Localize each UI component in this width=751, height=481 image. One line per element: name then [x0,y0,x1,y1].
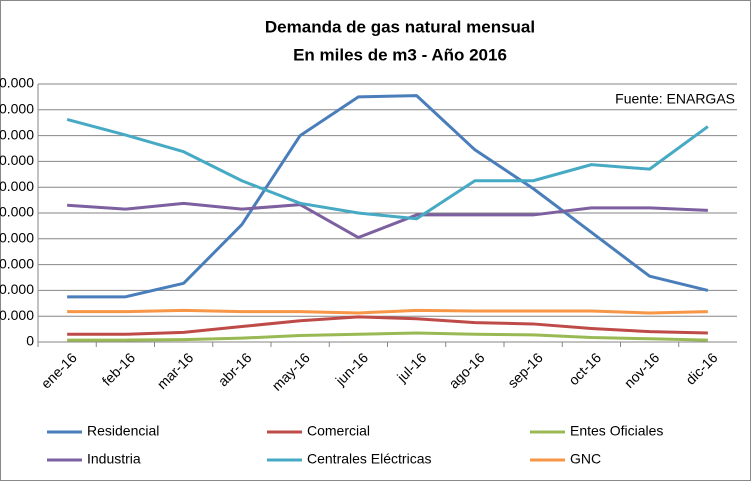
y-tick-label: 200.000 [0,307,34,323]
y-tick-label: 1.800.000 [0,101,34,117]
series-line [66,118,709,221]
y-tick-label: 1.000.000 [0,204,34,220]
series-line [67,315,708,336]
series-line [67,201,708,240]
y-tick-label: 400.000 [0,281,34,297]
y-tick-label: 1.600.000 [0,126,34,142]
series-line [67,94,709,299]
series-line [67,331,708,342]
chart-title: Demanda de gas natural mensual [265,17,535,36]
annotation: Fuente: ENARGAS [615,91,735,107]
y-tick-label: 800.000 [0,230,34,246]
y-tick-label: 0 [26,333,34,349]
legend-label: Industria [87,451,141,467]
y-tick-label: 600.000 [0,255,34,271]
y-tick-label: 1.400.000 [0,152,34,168]
series-line [67,308,708,315]
legend-label: Entes Oficiales [570,423,663,439]
y-tick-label: 2.000.000 [0,75,34,91]
legend-label: Comercial [307,423,370,439]
legend-label: Residencial [87,423,159,439]
legend-label: Centrales Eléctricas [307,451,432,467]
y-tick-label: 1.200.000 [0,178,34,194]
chart-subtitle: En miles de m3 - Año 2016 [293,45,507,64]
legend-label: GNC [570,451,601,467]
